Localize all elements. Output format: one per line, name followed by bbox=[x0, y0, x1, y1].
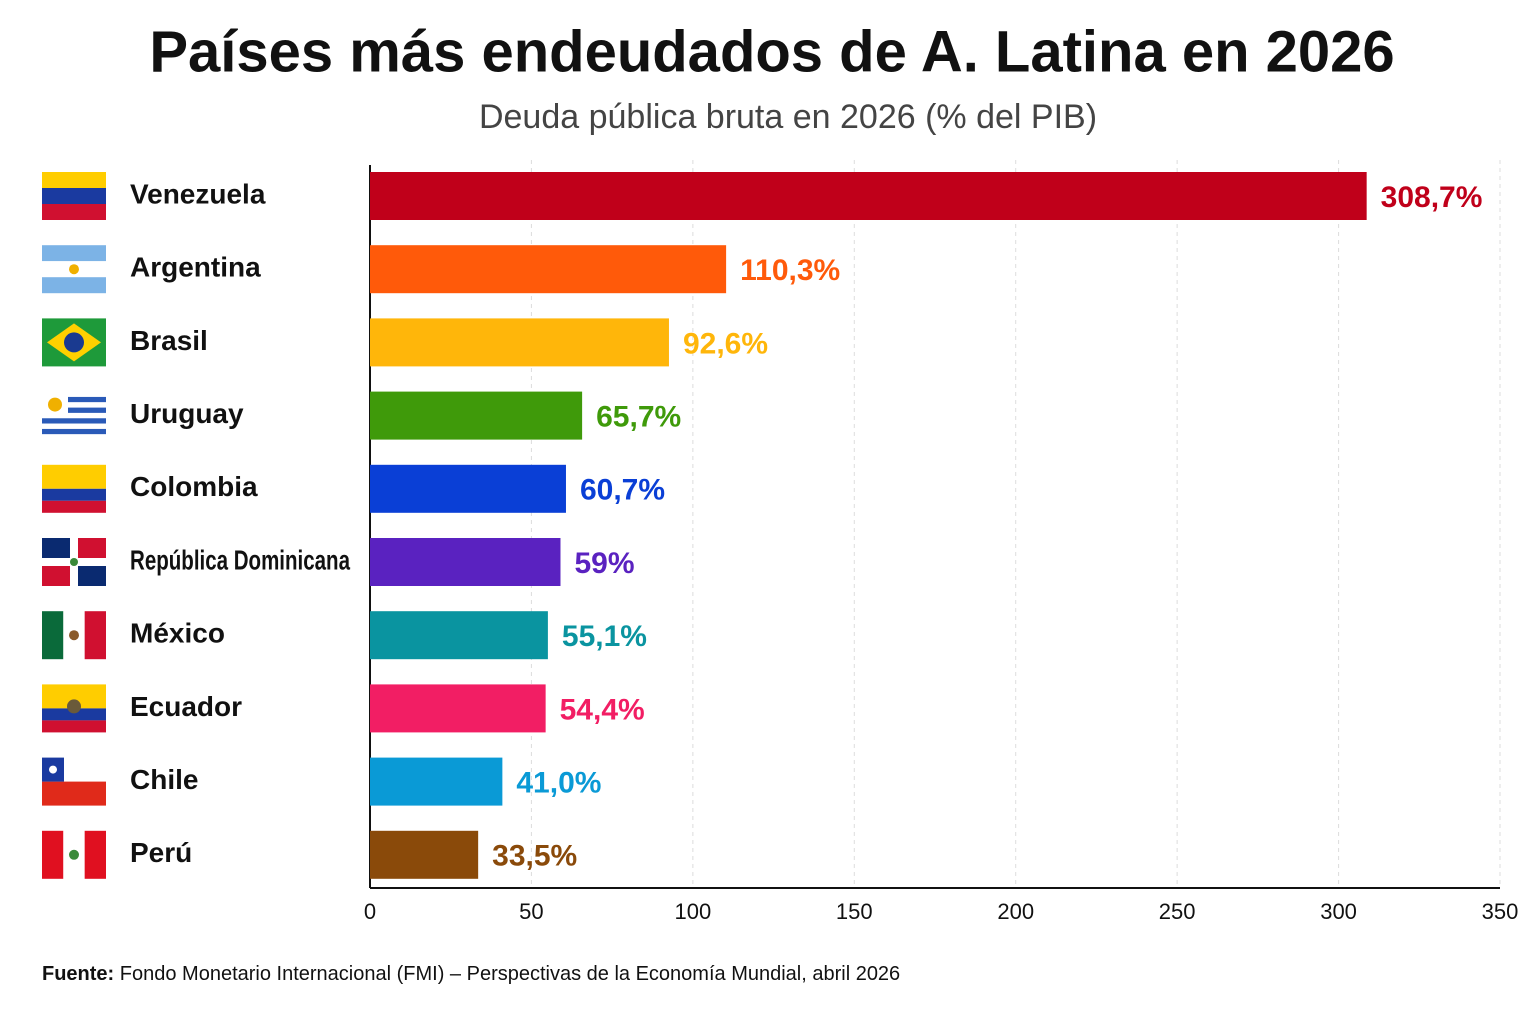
value-label: 92,6% bbox=[683, 327, 768, 360]
flag bbox=[42, 464, 106, 513]
flag-part bbox=[78, 538, 106, 558]
source-text: Fondo Monetario Internacional (FMI) – Pe… bbox=[120, 963, 900, 985]
flag-part bbox=[42, 418, 106, 424]
flag bbox=[42, 684, 106, 733]
value-label: 110,3% bbox=[740, 254, 840, 287]
flag-part bbox=[42, 611, 64, 660]
value-label: 60,7% bbox=[580, 474, 665, 507]
flag-part bbox=[69, 630, 79, 641]
source-label: Fuente: bbox=[42, 963, 114, 985]
x-tick-label: 200 bbox=[997, 899, 1034, 924]
flag bbox=[42, 391, 106, 440]
bar bbox=[370, 538, 561, 586]
flag-part bbox=[42, 423, 106, 429]
value-label: 59% bbox=[574, 547, 634, 580]
flag-part bbox=[64, 332, 84, 353]
flag-part bbox=[42, 204, 106, 220]
flag-part bbox=[42, 566, 70, 586]
category-label: Uruguay bbox=[130, 398, 244, 429]
category-label: Venezuela bbox=[130, 178, 266, 209]
flag-part bbox=[49, 765, 57, 774]
chart-subtitle: Deuda pública bruta en 2026 (% del PIB) bbox=[479, 98, 1097, 136]
flag-part bbox=[67, 699, 81, 714]
bar bbox=[370, 245, 727, 294]
bar bbox=[370, 684, 546, 733]
category-label: Chile bbox=[130, 764, 198, 795]
flag bbox=[42, 830, 106, 879]
flag bbox=[42, 245, 106, 294]
flag-part bbox=[42, 396, 106, 403]
flag-part bbox=[69, 849, 79, 860]
flag-part bbox=[84, 830, 106, 879]
value-label: 55,1% bbox=[562, 620, 647, 653]
flag-part bbox=[42, 245, 106, 262]
bar bbox=[370, 391, 583, 440]
flag-part bbox=[42, 428, 106, 435]
flag-part bbox=[42, 500, 106, 513]
bar bbox=[370, 830, 479, 879]
category-label: Perú bbox=[130, 837, 192, 868]
x-tick-label: 50 bbox=[519, 899, 543, 924]
chart-title: Países más endeudados de A. Latina en 20… bbox=[149, 19, 1394, 84]
flag-part bbox=[42, 407, 106, 413]
flag-part bbox=[42, 708, 106, 721]
category-label: Argentina bbox=[130, 252, 261, 283]
flag-part bbox=[42, 720, 106, 733]
value-label: 308,7% bbox=[1381, 181, 1483, 214]
flag-part bbox=[69, 264, 79, 275]
bar bbox=[370, 318, 669, 367]
value-label: 33,5% bbox=[492, 840, 577, 873]
x-tick-label: 300 bbox=[1320, 899, 1357, 924]
flag-part bbox=[42, 277, 106, 294]
x-tick-label: 100 bbox=[674, 899, 711, 924]
flag-part bbox=[42, 464, 106, 489]
flag bbox=[42, 757, 106, 806]
flag-part bbox=[42, 781, 106, 806]
flag-part bbox=[70, 558, 78, 566]
flag-part bbox=[42, 538, 70, 558]
category-label: Brasil bbox=[130, 325, 208, 356]
flag-part bbox=[48, 397, 62, 412]
flag-part bbox=[42, 391, 106, 397]
flag-part bbox=[42, 412, 106, 419]
bar bbox=[370, 172, 1367, 220]
flag-part bbox=[78, 566, 106, 586]
value-label: 54,4% bbox=[560, 693, 645, 726]
category-label: República Dominicana bbox=[130, 544, 350, 575]
flag-part bbox=[42, 172, 106, 188]
x-tick-label: 250 bbox=[1159, 899, 1196, 924]
x-tick-label: 350 bbox=[1482, 899, 1519, 924]
bar bbox=[370, 464, 566, 513]
value-label: 65,7% bbox=[596, 401, 681, 434]
x-tick-label: 0 bbox=[364, 899, 376, 924]
category-label: Colombia bbox=[130, 471, 258, 502]
bar bbox=[370, 757, 503, 806]
flag-part bbox=[42, 830, 64, 879]
flag bbox=[42, 611, 106, 660]
bar bbox=[370, 611, 548, 660]
flag-part bbox=[42, 402, 106, 408]
flag-part bbox=[42, 488, 106, 501]
category-label: Ecuador bbox=[130, 691, 242, 722]
x-tick-label: 150 bbox=[836, 899, 873, 924]
flag-part bbox=[42, 434, 106, 440]
flag bbox=[42, 318, 106, 367]
source-note: Fuente: Fondo Monetario Internacional (F… bbox=[42, 963, 900, 985]
category-label: México bbox=[130, 618, 225, 649]
flag bbox=[42, 538, 106, 586]
flag-part bbox=[84, 611, 106, 660]
flag-part bbox=[42, 188, 106, 204]
value-label: 41,0% bbox=[516, 767, 601, 800]
flag bbox=[42, 172, 106, 220]
